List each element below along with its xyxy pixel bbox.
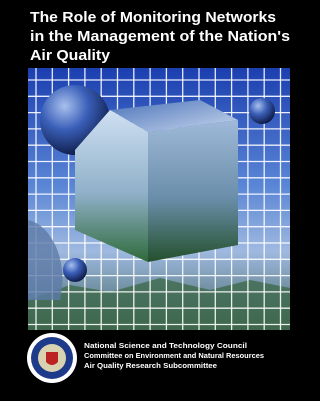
seal (27, 333, 77, 383)
seal-shield (46, 352, 58, 365)
publisher-line: National Science and Technology Council (84, 341, 247, 350)
title-line: Air Quality (30, 47, 111, 64)
cover: The Role of Monitoring Networks in the M… (0, 0, 318, 401)
title: The Role of Monitoring Networks in the M… (30, 9, 290, 64)
sphere (249, 98, 275, 124)
cover-art (28, 68, 290, 330)
publisher-line: Air Quality Research Subcommittee (84, 361, 217, 370)
publisher-line: Committee on Environment and Natural Res… (84, 351, 264, 360)
sphere (63, 258, 87, 282)
page: {"title": ["The Role of Monitoring Netwo… (0, 0, 318, 401)
cube-right (148, 120, 238, 262)
title-line: in the Management of the Nation's (30, 28, 290, 45)
title-line: The Role of Monitoring Networks (30, 9, 276, 26)
publisher: National Science and Technology Council … (84, 341, 264, 370)
